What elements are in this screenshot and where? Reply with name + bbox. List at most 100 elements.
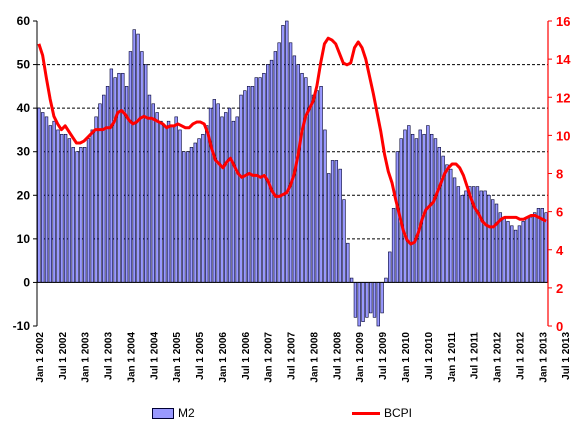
legend-item-bcpi: BCPI [352,404,412,422]
x-tick-label: Jan 1 2011 [447,332,458,382]
bar-m2 [151,103,155,283]
bar-m2 [506,221,510,283]
right-axis-tick-label: 4 [556,243,564,258]
bar-m2 [113,77,117,283]
bar-m2 [502,216,506,283]
bar-m2 [231,120,236,283]
legend-label-m2: M2 [178,406,195,420]
bar-m2 [395,151,400,283]
bar-m2 [266,64,270,283]
bar-m2 [288,42,293,283]
left-axis-tick-label: 10 [17,232,31,246]
right-axis-tick-label: 0 [556,319,563,334]
bar-m2 [544,212,548,283]
right-axis-tick-label: 6 [556,205,563,220]
x-tick-label: Jan 1 2013 [538,332,549,383]
bar-m2 [494,203,499,283]
bar-m2 [193,142,197,283]
left-axis-tick-label: 40 [17,101,31,115]
legend-item-m2: M2 [152,404,195,422]
bar-m2 [277,42,281,283]
bar-m2 [460,194,464,283]
bar-m2 [258,77,262,283]
bar-m2 [94,116,98,283]
x-tick-label: Jul 1 2013 [561,332,572,380]
x-tick-label: Jan 1 2004 [126,332,137,383]
bar-m2 [166,120,171,283]
bar-m2 [510,225,514,283]
bar-m2 [90,129,94,283]
bar-m2 [296,64,300,283]
bar-m2 [414,138,419,283]
bar-m2 [403,129,407,283]
bar-m2 [273,51,278,283]
x-tick-label: Jan 1 2012 [493,332,504,383]
bar-m2 [487,194,491,283]
bar-m2 [86,138,91,283]
bar-m2 [323,129,327,283]
left-axis-tick-label: 30 [17,145,31,159]
bar-m2 [281,25,285,283]
bar-m2 [456,186,461,283]
bar-m2 [189,147,194,283]
bar-m2 [327,173,331,283]
bar-m2 [132,29,136,283]
bar-m2 [37,107,41,283]
left-axis-tick-label: -10 [13,319,31,333]
bar-m2 [433,138,438,283]
bar-m2 [342,199,346,283]
bar-m2 [67,138,72,283]
bar-m2 [197,138,201,283]
x-tick-label: Jan 1 2007 [264,332,275,383]
left-axis-tick-label: 50 [17,58,31,72]
bar-m2 [532,212,537,283]
bar-m2 [346,242,350,283]
bar-m2 [185,151,190,283]
bar-m2 [216,103,220,283]
bar-m2 [380,282,384,314]
bar-m2 [365,282,369,318]
bar-m2 [349,277,354,283]
bar-m2 [513,229,518,283]
right-axis-tick-label: 2 [556,281,563,296]
bar-m2 [529,216,533,283]
bar-m2 [83,147,87,283]
bar-m2 [353,282,358,318]
bar-m2 [399,138,403,283]
x-tick-label: Jul 1 2012 [515,332,526,380]
bar-m2 [182,151,186,283]
bar-m2 [159,120,163,283]
bar-m2 [384,277,388,283]
bar-m2 [48,125,53,283]
bar-m2 [155,112,159,283]
bar-m2 [201,133,205,283]
series-line-bcpi [37,36,547,246]
right-axis-tick-label: 8 [556,167,563,182]
bar-m2 [372,282,377,318]
bar-m2 [105,86,110,283]
bar-m2 [498,212,503,283]
bar-m2 [243,90,247,283]
x-tick-label: Jul 1 2004 [149,332,160,380]
bar-m2 [178,129,182,283]
bar-m2 [140,51,144,283]
bar-m2 [430,133,434,283]
bar-m2 [452,177,457,283]
right-axis-tick-label: 10 [556,128,570,143]
bar-m2 [136,33,140,283]
bar-m2 [163,125,167,283]
x-tick-label: Jan 1 2006 [218,332,229,383]
bar-m2 [311,94,316,283]
bar-m2 [315,90,319,283]
bar-m2 [285,20,289,283]
x-tick-label: Jul 1 2011 [470,332,481,380]
bar-m2 [300,72,304,283]
bar-m2 [491,199,495,283]
bar-m2 [235,116,239,283]
bar-m2 [224,112,228,283]
bar-m2 [330,160,335,283]
bar-m2 [361,282,365,322]
bar-m2 [52,120,56,283]
bar-m2 [128,51,133,283]
bar-m2 [483,190,487,283]
